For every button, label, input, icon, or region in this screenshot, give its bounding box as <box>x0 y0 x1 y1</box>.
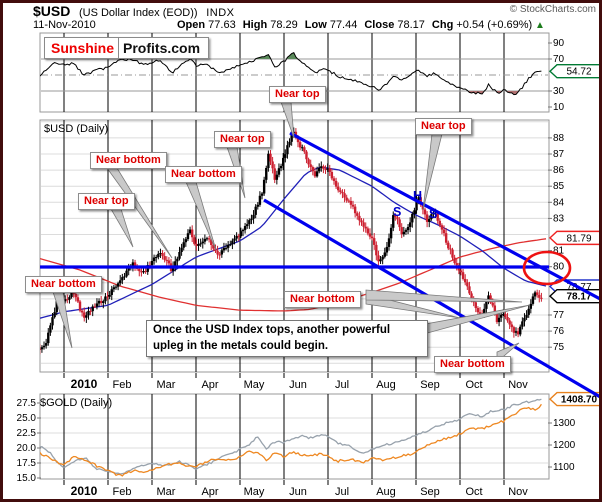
axis-label: 80 <box>553 262 565 273</box>
month-label: Apr <box>201 486 218 498</box>
quote-value: 77.63 <box>205 19 236 31</box>
axis-label: 86 <box>553 165 565 176</box>
axis-label: 10 <box>553 102 565 113</box>
month-label: Mar <box>157 486 176 498</box>
callout-tail <box>365 289 523 303</box>
callout-near-bottom: Near bottom <box>25 276 102 293</box>
month-label: 2010 <box>71 377 98 391</box>
quote-value: 78.29 <box>267 19 298 31</box>
month-label: Oct <box>465 486 482 498</box>
month-label: Sep <box>420 486 440 498</box>
axis-label: 85 <box>553 181 565 192</box>
axis-label: 70 <box>553 54 565 65</box>
axis-label: 76 <box>553 326 565 337</box>
rsi-oversold-fill <box>467 91 519 95</box>
month-label: Jul <box>335 379 349 391</box>
axis-label: 88 <box>553 133 565 144</box>
change-up-arrow-icon: ▲ <box>532 20 545 31</box>
stockcharts-credit: © StockCharts.com <box>509 4 596 15</box>
head-shoulders-letter: S <box>429 207 437 221</box>
analysis-note: Once the USD Index tops, another powerfu… <box>146 320 428 358</box>
logo-sunshine: Sunshine <box>45 38 120 58</box>
axis-label: 15.0 <box>17 473 37 484</box>
quote-value: 78.17 <box>394 19 425 31</box>
quote-label: High <box>242 19 268 31</box>
month-label: Jun <box>289 486 307 498</box>
axis-label: 27.5 <box>17 398 37 409</box>
quote-label: Low <box>304 19 327 31</box>
logo-profits: Profits.com <box>123 40 201 56</box>
ma50-line <box>40 166 547 319</box>
axis-label: 20.0 <box>17 443 37 454</box>
ticker-symbol: $USD <box>33 3 71 19</box>
axis-label: 83 <box>553 213 565 224</box>
callout-near-top: Near top <box>269 86 326 103</box>
month-label: May <box>244 379 265 391</box>
month-label: 2010 <box>71 484 98 498</box>
month-label: Aug <box>376 486 396 498</box>
callout-near-top: Near top <box>78 193 135 210</box>
callout-near-bottom: Near bottom <box>165 166 242 183</box>
head-shoulders-letter: H <box>413 189 422 203</box>
callout-near-bottom: Near bottom <box>434 356 511 373</box>
usd-panel-label: $USD (Daily) <box>44 123 109 135</box>
axis-label: 84 <box>553 197 565 208</box>
quote-value: 77.44 <box>326 19 358 31</box>
month-label: Feb <box>113 486 132 498</box>
quote-date: 11-Nov-2010 <box>33 19 96 31</box>
axis-label: 25.0 <box>17 413 37 424</box>
quote-value: +0.54 (+0.69%) <box>453 19 533 31</box>
rsi-line <box>40 52 542 96</box>
month-label: Feb <box>113 379 132 391</box>
ticker-exchange: INDX <box>206 7 235 19</box>
ticker-name: (US Dollar Index (EOD)) <box>78 7 198 19</box>
callout-near-bottom: Near bottom <box>90 152 167 169</box>
axis-label: 1200 <box>553 440 576 451</box>
month-label: Nov <box>508 379 528 391</box>
ma200-line <box>40 238 547 312</box>
quote-label: Open <box>177 19 206 31</box>
axis-label: 81 <box>553 246 565 257</box>
month-label: May <box>244 486 265 498</box>
breakout-highlight-circle <box>522 250 572 286</box>
head-shoulders-letter: S <box>393 205 401 219</box>
month-label: Aug <box>376 379 396 391</box>
axis-label: 90 <box>553 38 565 49</box>
ohlc-quote-row: Open 77.63 High 78.29 Low 77.44 Close 78.17… <box>170 19 545 31</box>
axis-value-box-label: 1408.70 <box>561 395 598 406</box>
month-label: Mar <box>157 379 176 391</box>
month-label: Oct <box>465 379 482 391</box>
axis-label: 1300 <box>553 418 576 429</box>
month-label: Jul <box>335 486 349 498</box>
axis-label: 87 <box>553 149 565 160</box>
axis-value-box-label: 81.79 <box>566 233 591 244</box>
axis-label: 1100 <box>553 462 575 473</box>
axis-label: 30 <box>553 86 565 97</box>
month-label: Nov <box>508 486 528 498</box>
axis-value-box-label: 54.72 <box>566 67 591 78</box>
sunshine-profits-logo: Sunshine Profits.com <box>44 37 210 59</box>
axis-label: 77 <box>553 310 565 321</box>
month-label: Apr <box>201 379 218 391</box>
gold-panel <box>39 393 550 480</box>
month-label: Sep <box>420 379 440 391</box>
silver-line <box>40 403 542 477</box>
gold-panel-label: $GOLD (Daily) <box>40 397 113 409</box>
axis-label: 17.5 <box>17 458 37 469</box>
axis-value-box-label: 78.17 <box>566 292 591 303</box>
callout-near-top: Near top <box>214 131 271 148</box>
chart-title: $USD (US Dollar Index (EOD)) INDX <box>33 3 234 19</box>
axis-label: 22.5 <box>17 428 37 439</box>
month-label: Jun <box>289 379 307 391</box>
callout-near-bottom: Near bottom <box>284 291 361 308</box>
quote-label: Close <box>364 19 395 31</box>
quote-label: Chg <box>431 19 454 31</box>
axis-label: 75 <box>553 342 565 353</box>
callout-near-top: Near top <box>415 118 472 135</box>
gold-line <box>40 398 542 475</box>
declining-trendline <box>289 131 602 302</box>
